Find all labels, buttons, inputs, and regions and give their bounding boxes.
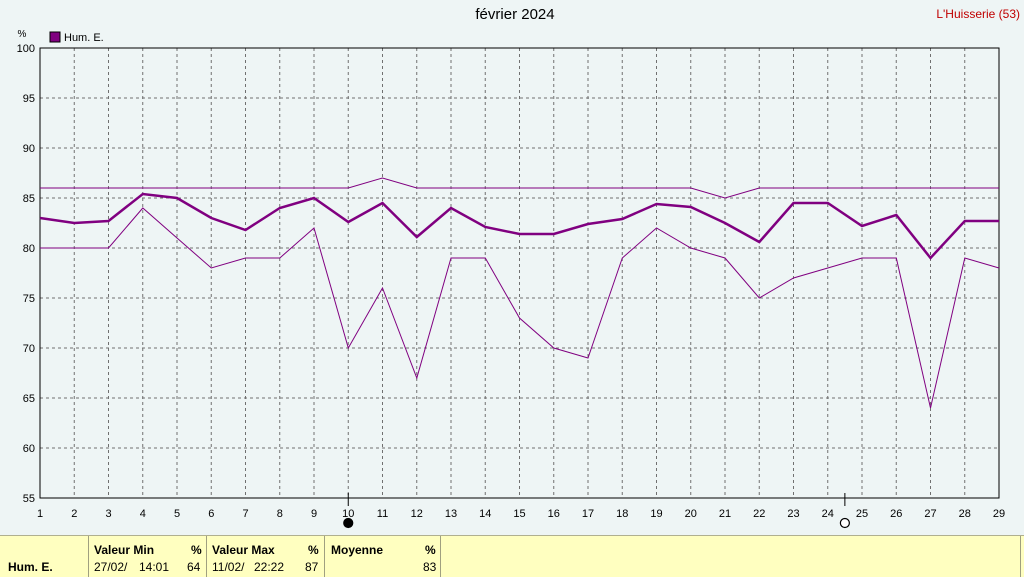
summary-min-cell: Valeur Min % 27/02/ 14:01 64 — [88, 536, 207, 577]
x-tick-label: 18 — [616, 508, 628, 520]
x-tick-label: 28 — [959, 508, 971, 520]
full-moon-icon — [839, 517, 850, 529]
x-tick-label: 26 — [890, 508, 902, 520]
y-tick-label: 85 — [23, 193, 35, 205]
summary-avg-cell: Moyenne % 83 — [324, 536, 441, 577]
series-line-mean — [39, 192, 999, 260]
x-tick-label: 10 — [342, 508, 354, 520]
summary-table: Hum. E. Valeur Min % 27/02/ 14:01 64 Val… — [0, 535, 1024, 577]
min-time: 14:01 — [139, 560, 170, 574]
chart-title: février 2024 — [475, 6, 555, 23]
plot-frame — [39, 47, 1000, 499]
summary-empty-cell — [440, 536, 1021, 577]
x-tick-label: 20 — [685, 508, 697, 520]
x-tick-label: 6 — [208, 508, 214, 520]
x-tick-label: 8 — [277, 508, 283, 520]
max-date: 11/02/ — [212, 560, 245, 574]
max-header: Valeur Max — [212, 543, 275, 557]
summary-edge — [1020, 536, 1024, 577]
x-tick-label: 23 — [787, 508, 799, 520]
min-header: Valeur Min — [94, 543, 155, 557]
x-tick-label: 14 — [479, 508, 491, 520]
x-tick-label: 3 — [105, 508, 111, 520]
summary-row-label: Hum. E. — [8, 560, 53, 574]
new-moon-icon — [343, 517, 354, 529]
x-tick-label: 16 — [548, 508, 560, 520]
y-tick-label: 90 — [23, 143, 35, 155]
avg-value: 83 — [423, 560, 437, 574]
x-tick-label: 9 — [311, 508, 317, 520]
x-tick-label: 24 — [822, 508, 834, 520]
x-tick-label: 5 — [174, 508, 180, 520]
min-unit: % — [191, 543, 202, 557]
y-tick-label: 80 — [23, 243, 35, 255]
y-unit-label: % — [18, 29, 27, 40]
avg-unit: % — [425, 543, 436, 557]
x-tick-label: 7 — [242, 508, 248, 520]
y-tick-label: 60 — [23, 443, 35, 455]
min-date: 27/02/ — [94, 560, 128, 574]
max-unit: % — [308, 543, 319, 557]
y-tick-label: 55 — [23, 493, 35, 505]
series-line-max — [40, 177, 999, 199]
x-tick-label: 13 — [445, 508, 457, 520]
x-tick-label: 1 — [37, 508, 43, 520]
min-value: 64 — [187, 560, 201, 574]
x-tick-label: 4 — [140, 508, 146, 520]
x-tick-label: 19 — [650, 508, 662, 520]
station-name: L'Huisserie (53) — [936, 7, 1020, 21]
max-value: 87 — [305, 560, 319, 574]
x-tick-label: 11 — [377, 508, 388, 520]
max-time: 22:22 — [254, 560, 285, 574]
y-tick-label: 70 — [23, 343, 35, 355]
x-tick-label: 22 — [753, 508, 765, 520]
x-tick-label: 27 — [924, 508, 936, 520]
x-tick-label: 12 — [411, 508, 423, 520]
x-tick-label: 21 — [719, 508, 731, 520]
x-tick-label: 15 — [513, 508, 525, 520]
x-tick-label: 29 — [993, 508, 1005, 520]
legend-label: Hum. E. — [64, 32, 104, 44]
x-tick-label: 25 — [856, 508, 868, 520]
legend-swatch — [49, 31, 61, 43]
series-line-min — [40, 207, 1000, 409]
x-tick-label: 17 — [582, 508, 594, 520]
summary-max-cell: Valeur Max % 11/02/ 22:22 87 — [206, 536, 325, 577]
x-tick-label: 2 — [71, 508, 77, 520]
y-tick-label: 95 — [23, 93, 35, 105]
avg-header: Moyenne — [331, 543, 384, 557]
y-tick-label: 65 — [23, 393, 35, 405]
y-tick-label: 100 — [17, 43, 35, 55]
y-tick-label: 75 — [23, 293, 35, 305]
